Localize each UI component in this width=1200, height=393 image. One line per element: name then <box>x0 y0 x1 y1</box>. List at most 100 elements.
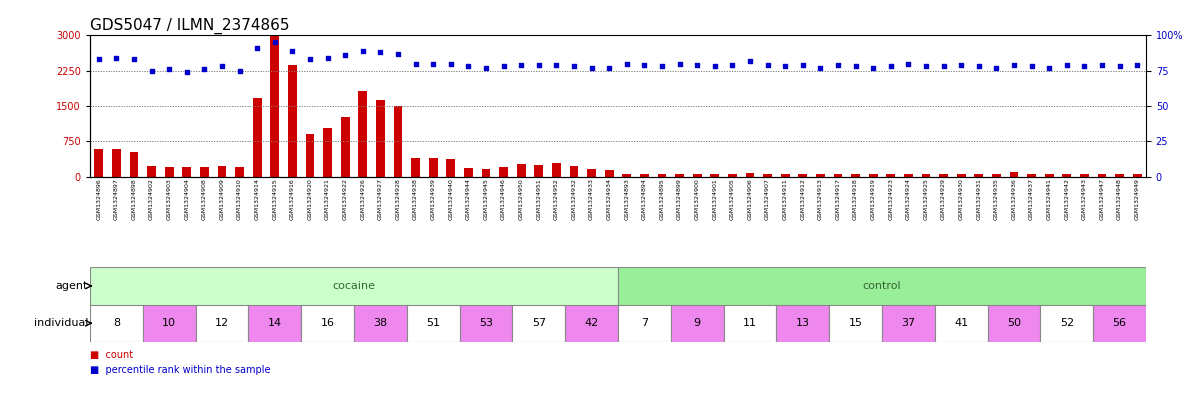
Bar <box>851 174 860 177</box>
Bar <box>776 305 829 342</box>
Bar <box>499 167 508 177</box>
Bar <box>182 167 191 177</box>
Point <box>318 55 337 61</box>
Point <box>740 58 760 64</box>
Point <box>899 61 918 67</box>
Bar <box>323 128 332 177</box>
Text: 53: 53 <box>479 318 493 328</box>
Point <box>547 62 566 68</box>
Bar <box>1009 172 1019 177</box>
Bar <box>605 170 613 177</box>
Bar <box>565 305 618 342</box>
Point <box>635 62 654 68</box>
Text: GDS5047 / ILMN_2374865: GDS5047 / ILMN_2374865 <box>90 18 289 34</box>
Point <box>178 69 197 75</box>
Text: individual: individual <box>34 318 89 328</box>
Bar <box>640 174 649 177</box>
Point <box>494 63 514 70</box>
Text: 7: 7 <box>641 318 648 328</box>
Point <box>458 63 478 70</box>
Bar <box>196 305 248 342</box>
Point <box>406 61 425 67</box>
Text: 9: 9 <box>694 318 701 328</box>
Text: 42: 42 <box>584 318 599 328</box>
Point <box>1004 62 1024 68</box>
Point <box>283 48 302 54</box>
Bar <box>394 106 402 177</box>
Point <box>194 66 214 72</box>
Point <box>389 51 408 57</box>
Text: 57: 57 <box>532 318 546 328</box>
Point <box>300 56 319 62</box>
Point <box>1128 62 1147 68</box>
Bar <box>1027 174 1036 177</box>
Point <box>688 62 707 68</box>
Bar <box>781 174 790 177</box>
Point <box>160 66 179 72</box>
Point <box>107 55 126 61</box>
Bar <box>1080 174 1088 177</box>
Bar <box>1133 174 1141 177</box>
Bar <box>869 174 877 177</box>
Point <box>617 61 636 67</box>
Bar <box>235 167 244 177</box>
Bar <box>935 305 988 342</box>
Text: 15: 15 <box>848 318 863 328</box>
Point <box>670 61 689 67</box>
Text: 14: 14 <box>268 318 282 328</box>
Point <box>811 65 830 71</box>
Text: 41: 41 <box>954 318 968 328</box>
Point <box>881 63 900 70</box>
Point <box>1022 63 1042 70</box>
Point <box>476 65 496 71</box>
Bar <box>200 167 209 177</box>
Point <box>1110 63 1129 70</box>
Bar <box>816 174 824 177</box>
Bar <box>428 158 438 177</box>
Point <box>353 48 372 54</box>
Point <box>125 56 144 62</box>
Bar <box>407 305 460 342</box>
Bar <box>534 165 544 177</box>
Point <box>511 62 530 68</box>
Text: ■  count: ■ count <box>90 350 133 360</box>
Point <box>1075 63 1094 70</box>
Bar <box>112 149 121 177</box>
Bar <box>834 174 842 177</box>
Bar <box>248 305 301 342</box>
Bar <box>270 35 280 177</box>
Text: agent: agent <box>56 281 89 291</box>
Bar <box>552 163 560 177</box>
Point <box>265 39 284 46</box>
Bar <box>130 152 138 177</box>
Bar <box>992 174 1001 177</box>
Bar <box>164 167 174 177</box>
Bar <box>676 174 684 177</box>
Bar <box>288 65 296 177</box>
Point <box>986 65 1006 71</box>
Bar <box>512 305 565 342</box>
Point <box>529 62 548 68</box>
Bar <box>658 174 666 177</box>
Bar <box>341 118 349 177</box>
Point <box>89 56 108 62</box>
Point <box>970 63 989 70</box>
Bar <box>728 174 737 177</box>
Bar <box>412 158 420 177</box>
Bar <box>1093 305 1146 342</box>
Text: 56: 56 <box>1112 318 1127 328</box>
Point <box>564 63 583 70</box>
Text: 10: 10 <box>162 318 176 328</box>
Bar <box>692 174 702 177</box>
Bar <box>301 305 354 342</box>
Bar <box>671 305 724 342</box>
Bar <box>90 305 143 342</box>
Bar <box>354 305 407 342</box>
Bar <box>481 169 491 177</box>
Point <box>582 65 601 71</box>
Text: 11: 11 <box>743 318 757 328</box>
Point <box>336 52 355 58</box>
Bar <box>1045 174 1054 177</box>
Point <box>653 63 672 70</box>
Bar <box>587 169 596 177</box>
